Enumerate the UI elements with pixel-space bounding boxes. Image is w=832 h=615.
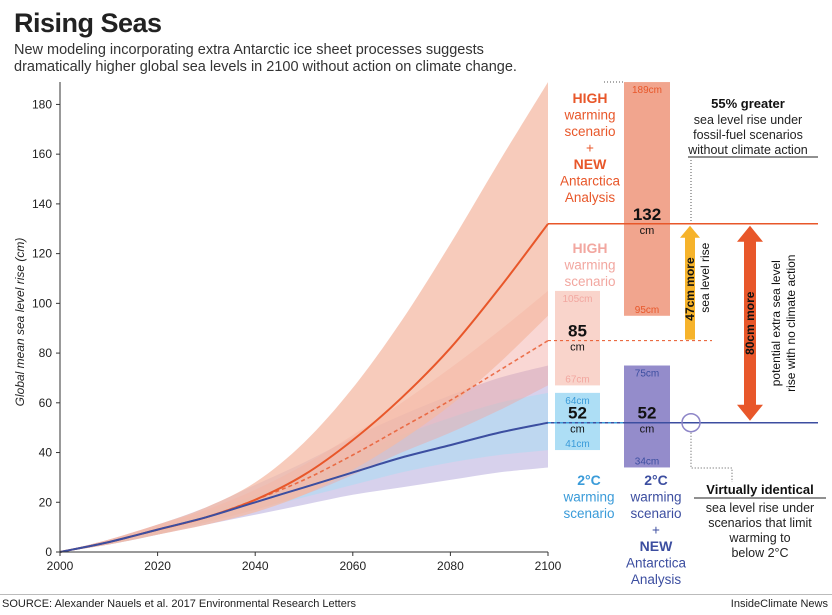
scenario-label-high: warming <box>563 258 615 273</box>
bar-mid-label: 52 <box>638 404 657 423</box>
note-greater-line: without climate action <box>687 143 808 157</box>
scenario-label-low: scenario <box>563 506 614 521</box>
bar-unit-label: cm <box>570 342 585 354</box>
bar-mid-label: 132 <box>633 205 661 224</box>
y-tick-label: 100 <box>32 296 52 310</box>
y-tick-label: 180 <box>32 97 52 111</box>
band-high <box>60 290 548 552</box>
range-bar-low <box>555 392 600 451</box>
x-tick-label: 2000 <box>47 559 74 573</box>
bar-high-label: 105cm <box>562 294 592 305</box>
chart-subtitle: New modeling incorporating extra Antarct… <box>14 42 814 76</box>
note-identical-line: below 2°C <box>731 546 788 560</box>
bar-unit-label: cm <box>640 225 655 237</box>
note-80cm-line2: potential extra sea level <box>769 260 783 386</box>
note-greater-line: fossil-fuel scenarios <box>693 128 803 142</box>
note-identical-title: Virtually identical <box>706 482 813 497</box>
y-axis-label: Global mean sea level rise (cm) <box>13 238 27 407</box>
bar-low-label: 95cm <box>635 305 659 316</box>
range-bar-low_new <box>624 365 670 468</box>
note-identical-connector <box>690 432 733 482</box>
scenario-label-low_new: scenario <box>630 506 681 521</box>
note-47cm-rest: sea level rise <box>698 242 712 312</box>
x-tick-label: 2020 <box>144 559 171 573</box>
scenario-label-low_new: Analysis <box>631 572 682 587</box>
annotations: HIGHwarmingscenario+NEWAntarcticaAnalysi… <box>548 81 826 587</box>
note-47cm-text: 47cm moresea level rise <box>683 242 712 320</box>
line-low_new <box>59 421 549 553</box>
uncertainty-bands <box>60 82 548 552</box>
y-tick-label: 160 <box>32 147 52 161</box>
footer-divider <box>0 594 832 595</box>
scenario-label-high: HIGH <box>573 240 608 256</box>
bar-high-label: 75cm <box>635 369 659 380</box>
scenario-label-low: warming <box>562 490 614 505</box>
bar-low-label: 67cm <box>565 374 589 385</box>
note-80cm-line3: rise with no climate action <box>784 255 798 392</box>
subtitle-line-1: New modeling incorporating extra Antarct… <box>14 42 484 58</box>
range-bar-high_new <box>624 82 670 316</box>
scenario-label-high_new: warming <box>563 108 615 123</box>
bar-mid-label: 85 <box>568 322 587 341</box>
arrow-80cm <box>737 225 763 421</box>
y-tick-label: 20 <box>39 495 53 509</box>
x-tick-label: 2060 <box>339 559 366 573</box>
note-identical-line: sea level rise under <box>706 501 814 515</box>
band-low <box>60 392 548 552</box>
x-tick-label: 2040 <box>242 559 269 573</box>
note-greater-title: 55% greater <box>711 96 785 111</box>
scenario-label-high_new: scenario <box>564 124 615 139</box>
scenario-label-high_new: HIGH <box>573 90 608 106</box>
range-bars-2100: 189cm95cm132cm105cm67cm85cm64cm41cm52cm7… <box>555 82 670 468</box>
bar-high-label: 64cm <box>565 396 589 407</box>
arrow-47cm <box>680 225 700 340</box>
scenario-label-high_new: Analysis <box>565 190 616 205</box>
note-80cm-bold: 80cm more <box>743 291 757 355</box>
x-tick-label: 2100 <box>535 559 562 573</box>
scenario-label-high: scenario <box>564 274 615 289</box>
y-tick-label: 140 <box>32 197 52 211</box>
bar-high-label: 189cm <box>632 85 662 96</box>
y-tick-label: 80 <box>39 346 53 360</box>
y-tick-label: 40 <box>39 446 53 460</box>
note-47cm-bold: 47cm more <box>683 257 697 321</box>
highlight-circle <box>681 412 701 433</box>
scenario-label-high_new: Antarctica <box>560 174 621 189</box>
bar-low-label: 41cm <box>565 439 589 450</box>
publisher-credit: InsideClimate News <box>730 598 828 610</box>
subtitle-line-2: dramatically higher global sea levels in… <box>14 59 517 75</box>
band-high_new <box>60 82 548 552</box>
bar-low-label: 34cm <box>635 456 659 467</box>
scenario-label-low_new: 2°C <box>644 472 668 488</box>
source-note: SOURCE: Alexander Nauels et al. 2017 Env… <box>2 598 357 610</box>
scenario-label-low_new: NEW <box>640 538 673 554</box>
note-greater-line: sea level rise under <box>694 113 802 127</box>
y-tick-label: 0 <box>45 545 52 559</box>
scenario-label-low: 2°C <box>577 472 601 488</box>
x-tick-label: 2080 <box>437 559 464 573</box>
chart-title: Rising Seas <box>14 8 162 38</box>
bar-mid-label: 52 <box>568 404 587 423</box>
bar-unit-label: cm <box>640 424 655 436</box>
scenario-label-low_new: + <box>652 523 660 538</box>
note-identical-line: scenarios that limit <box>708 516 812 530</box>
scenario-label-low_new: warming <box>629 490 681 505</box>
note-identical-line: warming to <box>728 531 790 545</box>
y-tick-label: 60 <box>39 396 53 410</box>
range-bar-high <box>555 290 600 386</box>
scenario-label-low_new: Antarctica <box>626 556 687 571</box>
series-lines <box>59 223 549 553</box>
bar-unit-label: cm <box>570 424 585 436</box>
y-tick-label: 120 <box>32 247 52 261</box>
scenario-label-high_new: + <box>586 141 594 156</box>
scenario-label-high_new: NEW <box>574 156 607 172</box>
